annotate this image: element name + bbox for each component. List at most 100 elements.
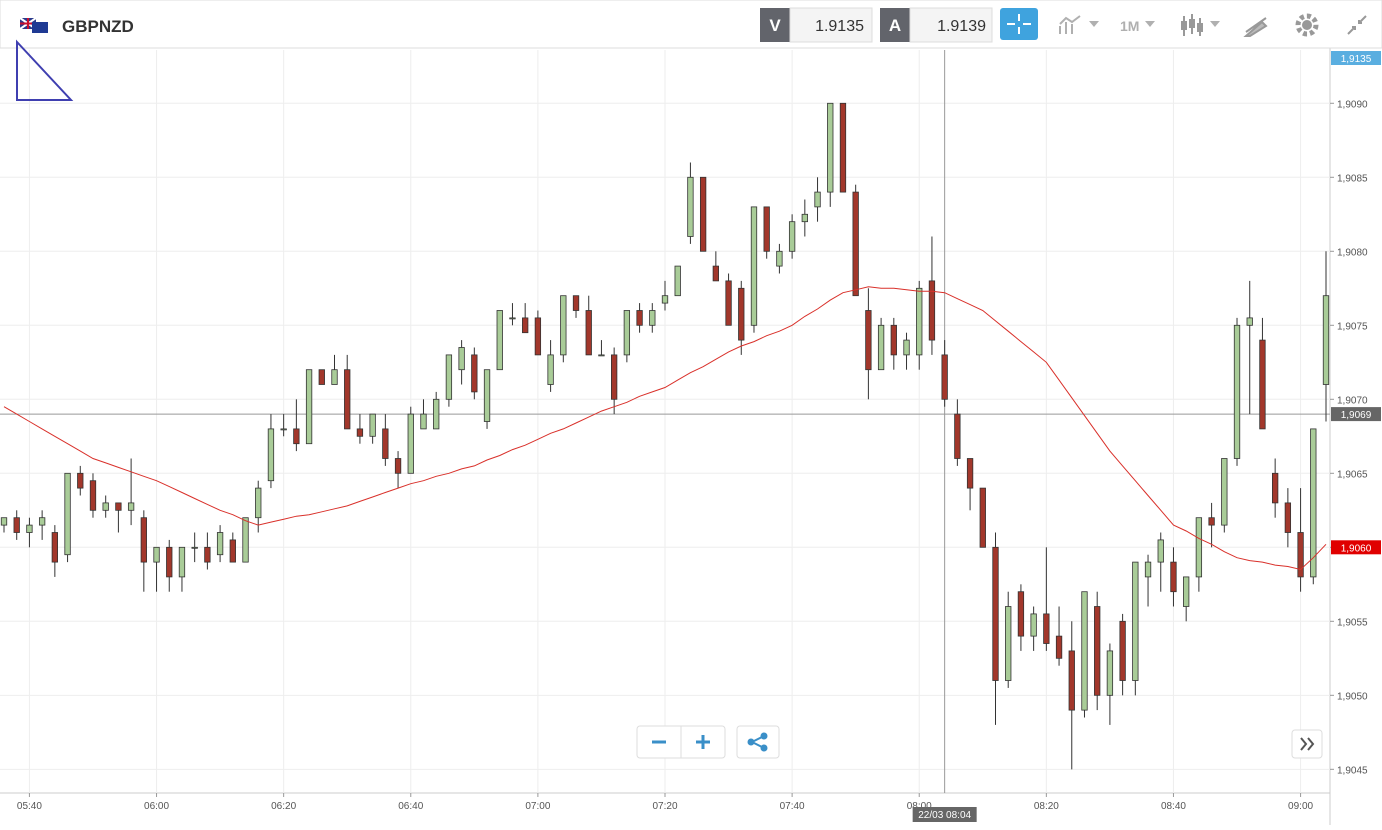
- candle-body: [382, 428, 389, 459]
- candle-body: [89, 480, 97, 511]
- buy-box[interactable]: [909, 7, 993, 43]
- candle-body: [458, 347, 465, 371]
- crosshair-x-tag-box: [912, 807, 977, 822]
- candle-body: [64, 472, 71, 556]
- candle-body: [928, 280, 936, 341]
- sell-label-box[interactable]: [760, 8, 790, 42]
- candle-body: [1322, 295, 1330, 385]
- candle-body: [827, 102, 834, 193]
- symbol: GBPNZD: [62, 17, 134, 36]
- candle-body: [738, 287, 745, 341]
- candle-body: [992, 546, 999, 681]
- candle-body: [166, 546, 173, 578]
- x-tick-label: 08:20: [1034, 801, 1059, 812]
- candle-body: [661, 295, 669, 304]
- candle-body: [1055, 635, 1063, 659]
- candle-body: [394, 458, 402, 474]
- candle-body: [191, 546, 198, 549]
- candle-body: [255, 487, 262, 519]
- share-button[interactable]: [736, 725, 780, 759]
- candle-body: [407, 413, 414, 474]
- toolbar: [0, 0, 1382, 49]
- flag-nz: [32, 22, 48, 33]
- candle-body: [369, 413, 376, 437]
- candle-body: [979, 487, 986, 548]
- candle-body: [572, 295, 580, 311]
- candle-body: [356, 428, 364, 437]
- candle-body: [115, 502, 122, 511]
- candle-body: [1106, 650, 1114, 696]
- draw-button[interactable]: [1243, 17, 1268, 37]
- candle-body: [26, 524, 33, 533]
- last-price-tag: 1,9060: [1341, 543, 1372, 554]
- candle-body: [1233, 324, 1241, 459]
- candle-body: [445, 354, 453, 400]
- sell-box[interactable]: [789, 7, 873, 43]
- candle-body: [0, 517, 8, 526]
- candle-body: [1246, 317, 1253, 326]
- buy-price: 1.9139: [937, 18, 986, 35]
- candle-body: [318, 369, 325, 385]
- dropdown-arrow: [1210, 21, 1220, 27]
- settings-button[interactable]: [1295, 13, 1319, 37]
- y-tick-label: 1,9055: [1337, 617, 1368, 628]
- x-tick-label: 07:00: [525, 801, 550, 812]
- candle-body: [102, 502, 109, 511]
- y-tick-label: 1,9045: [1337, 765, 1368, 776]
- candle-body: [216, 532, 224, 556]
- chart-type-icon: [1189, 19, 1195, 28]
- candle-body: [1310, 428, 1317, 578]
- candle-body: [699, 176, 707, 252]
- candle-body: [242, 517, 249, 563]
- candle-body: [560, 295, 567, 356]
- collapse-button[interactable]: [1347, 15, 1367, 35]
- candle-body: [534, 317, 542, 356]
- candle-body: [1119, 620, 1126, 681]
- candle-body: [267, 428, 275, 482]
- candle-body: [954, 413, 961, 459]
- y-tick-label: 1,9065: [1337, 469, 1368, 480]
- candle-body: [483, 369, 491, 422]
- candle-body: [204, 546, 211, 563]
- candle-body: [776, 250, 783, 267]
- candle-body: [687, 176, 694, 237]
- candle-body: [13, 517, 20, 533]
- crosshair-x-tag: 22/03 08:04: [918, 810, 971, 821]
- scroll-end-icon: [1300, 737, 1315, 751]
- moving-average: [3, 286, 1327, 571]
- candle-body: [1081, 591, 1088, 711]
- share-icon: [747, 738, 755, 746]
- buy-label-box[interactable]: [880, 8, 910, 42]
- candle-body: [522, 317, 529, 334]
- candle-body: [1030, 613, 1037, 637]
- candle-body: [865, 310, 872, 371]
- y-tick-label: 1,9075: [1337, 321, 1368, 332]
- candle-body: [611, 354, 618, 400]
- candle-body: [420, 413, 427, 430]
- candle-body: [229, 539, 236, 563]
- candle-body: [1221, 458, 1228, 526]
- candle-body: [1170, 561, 1177, 593]
- candle-body: [509, 317, 516, 320]
- zoom-in[interactable]: [696, 735, 710, 749]
- crosshair-button[interactable]: [1000, 8, 1038, 40]
- candle-body: [1208, 517, 1215, 526]
- candle-body: [750, 206, 758, 326]
- candle-body: [344, 369, 351, 430]
- candle-body: [839, 102, 847, 193]
- timeframe[interactable]: 1M: [1120, 18, 1139, 34]
- share-icon: [760, 744, 768, 752]
- candle-body: [153, 546, 160, 563]
- candle-body: [801, 213, 808, 223]
- candle-body: [1068, 650, 1075, 711]
- indicator-button[interactable]: [1059, 15, 1081, 34]
- x-tick-label: 06:40: [398, 801, 423, 812]
- candle-body: [763, 206, 770, 252]
- share-icon: [760, 732, 768, 740]
- candle-body: [496, 310, 503, 371]
- crosshair-icon: [1007, 14, 1031, 34]
- candle-body: [852, 191, 859, 297]
- candle-body: [598, 354, 605, 357]
